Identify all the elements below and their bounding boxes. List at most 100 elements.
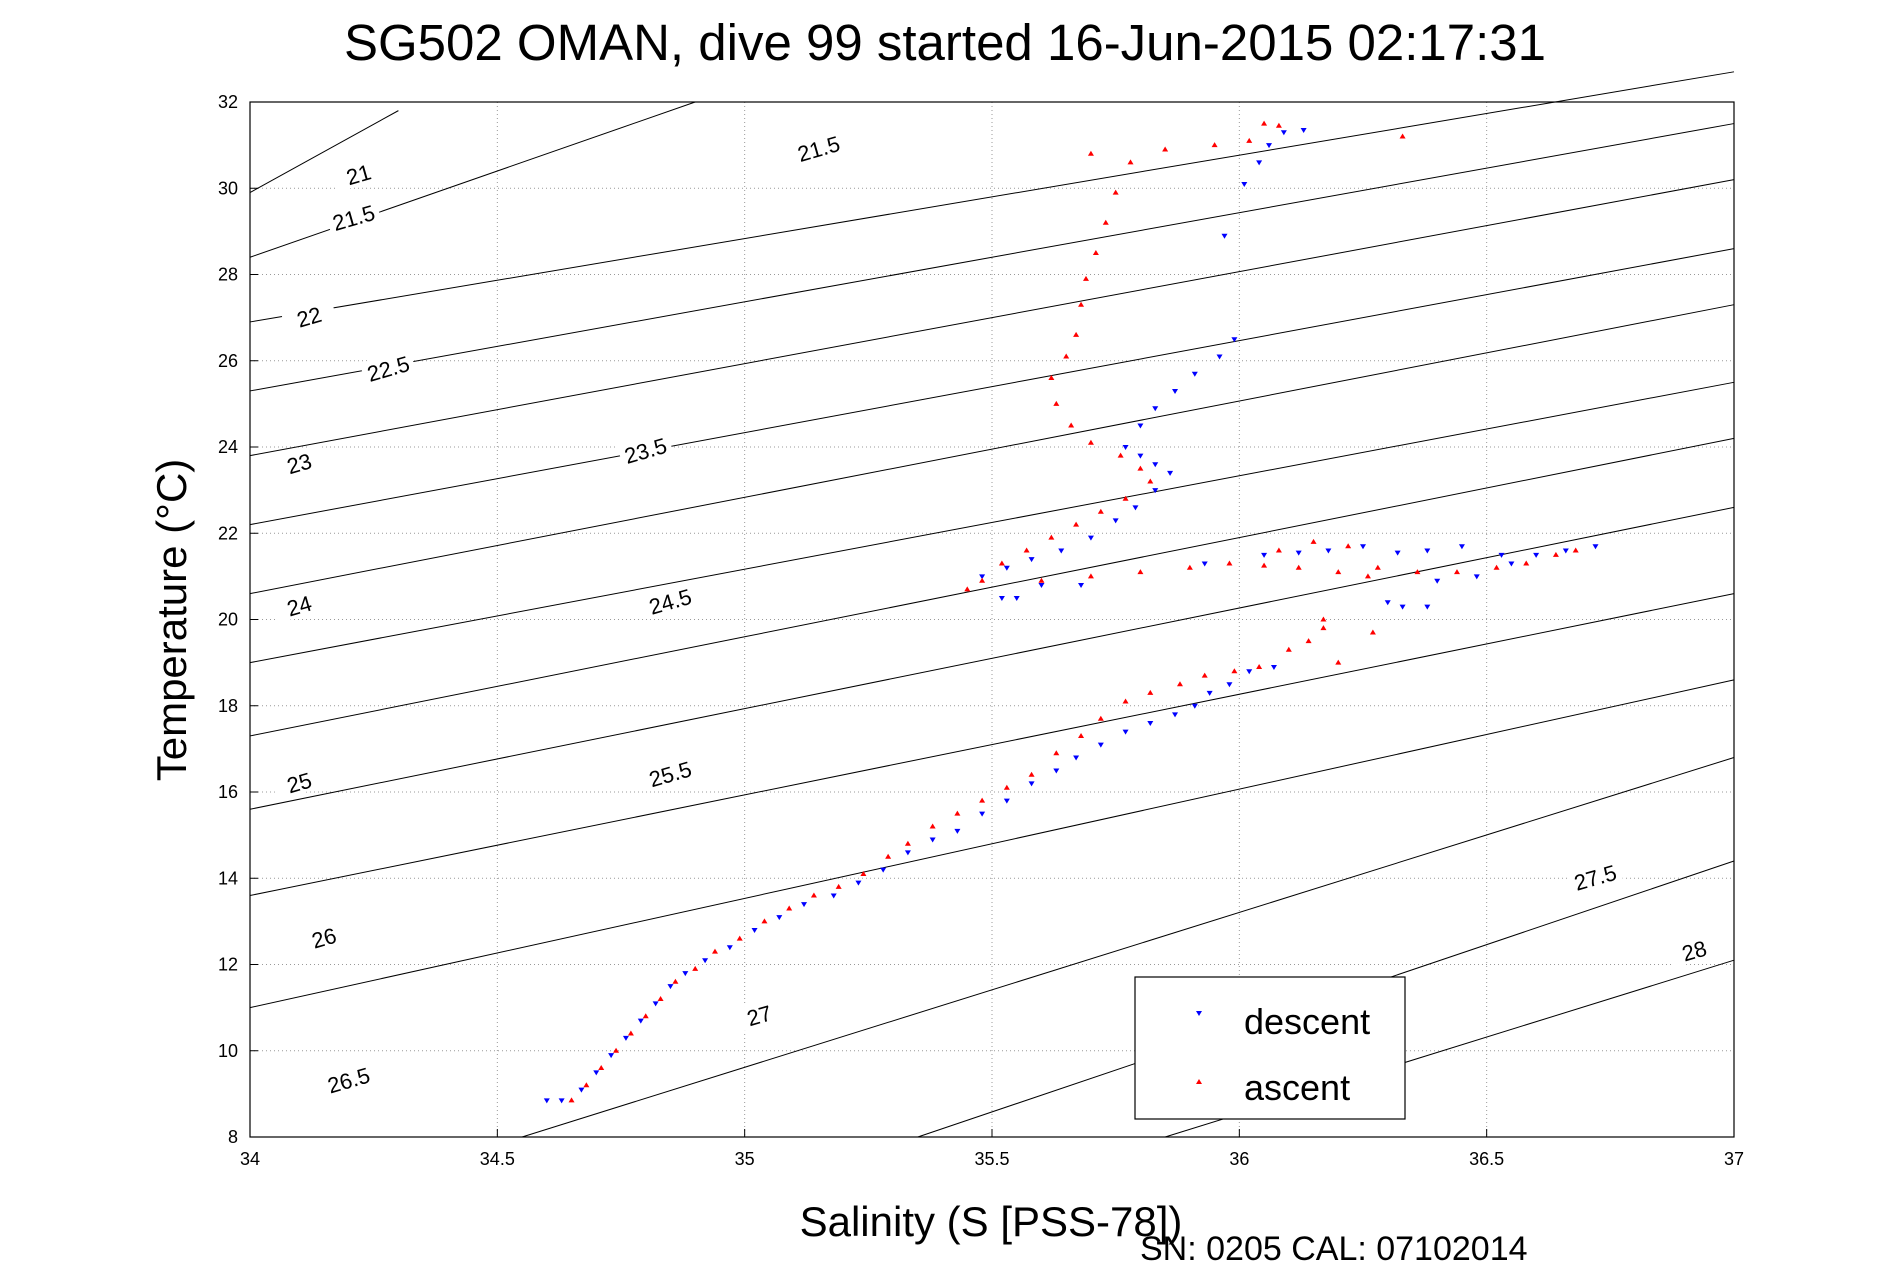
ascent-point xyxy=(1231,668,1238,674)
ascent-point xyxy=(1226,560,1233,566)
contour-label-background xyxy=(641,754,699,792)
legend: descent ascent xyxy=(1134,976,1406,1120)
ascent-point xyxy=(1063,353,1070,359)
x-tick-label: 34 xyxy=(240,1149,260,1169)
ascent-point xyxy=(672,978,679,984)
ascent-point xyxy=(1261,562,1268,568)
ascent-series xyxy=(568,120,1579,1103)
ascent-point xyxy=(1369,629,1376,635)
contour-label-background xyxy=(270,443,328,482)
density-contour-label: 23.5 xyxy=(622,433,670,469)
descent-point xyxy=(1473,574,1480,580)
ascent-point xyxy=(1201,672,1208,678)
ascent-point xyxy=(583,1082,590,1088)
ascent-point xyxy=(1073,521,1080,527)
ascent-point xyxy=(860,870,867,876)
y-tick-label: 20 xyxy=(218,610,238,630)
ascent-point xyxy=(1023,547,1030,553)
ascent-point xyxy=(1552,551,1559,557)
descent-point xyxy=(593,1070,600,1076)
ascent-point xyxy=(1038,577,1045,583)
y-tick-label: 16 xyxy=(218,782,238,802)
ascent-point xyxy=(979,797,986,803)
descent-point xyxy=(1087,535,1094,541)
ascent-point xyxy=(786,905,793,911)
y-axis-label: Temperature (°C) xyxy=(148,459,195,782)
descent-point xyxy=(1152,462,1159,468)
y-tick-label: 18 xyxy=(218,696,238,716)
descent-point xyxy=(929,837,936,843)
descent-point xyxy=(1562,548,1569,554)
descent-point xyxy=(1424,604,1431,610)
descent-point xyxy=(801,902,808,908)
descent-point xyxy=(1147,721,1154,726)
descent-point xyxy=(1295,550,1302,556)
ascent-point xyxy=(1162,146,1169,152)
descent-series xyxy=(543,128,1599,1104)
descent-point xyxy=(1592,544,1599,550)
density-contour-line xyxy=(249,304,1735,595)
density-contour-label: 21.5 xyxy=(795,131,843,167)
contour-label-background xyxy=(280,297,338,335)
ascent-point xyxy=(568,1097,575,1103)
descent-point xyxy=(1221,233,1228,239)
ascent-point xyxy=(1087,439,1094,445)
ascent-point xyxy=(1374,564,1381,570)
descent-point xyxy=(558,1098,565,1104)
x-tick-label: 35 xyxy=(735,1149,755,1169)
y-axis-ticks: 8 10 12 14 16 18 20 22 24 26 28 30 32 xyxy=(218,92,258,1147)
descent-point xyxy=(1394,550,1401,556)
contour-label-background xyxy=(270,762,328,801)
density-contour-line xyxy=(249,71,1735,323)
ascent-point xyxy=(1275,547,1282,553)
grid-lines xyxy=(250,102,1734,1137)
ascent-point xyxy=(1211,142,1218,148)
ascent-point xyxy=(954,810,961,816)
y-tick-label: 24 xyxy=(218,437,238,457)
descent-point xyxy=(1241,181,1248,187)
contour-label-background xyxy=(641,581,699,620)
ascent-point xyxy=(1364,573,1371,579)
legend-descent-marker xyxy=(1196,1011,1202,1016)
ascent-point xyxy=(1137,569,1144,575)
descent-point xyxy=(1137,423,1144,429)
x-axis-label: Salinity (S [PSS-78]) xyxy=(800,1198,1183,1245)
descent-point xyxy=(1533,552,1540,558)
descent-point xyxy=(904,850,911,856)
ascent-point xyxy=(711,948,718,954)
ascent-point xyxy=(1399,133,1406,139)
descent-point xyxy=(1261,552,1268,558)
density-contour-label: 21.5 xyxy=(330,200,378,236)
ascent-point xyxy=(1186,564,1193,570)
descent-point xyxy=(1424,548,1431,554)
descent-point xyxy=(1003,798,1010,804)
descent-point xyxy=(1167,470,1174,476)
ascent-point xyxy=(1335,569,1342,575)
y-tick-label: 32 xyxy=(218,92,238,112)
chart-title: SG502 OMAN, dive 99 started 16-Jun-2015 … xyxy=(344,14,1546,71)
descent-point xyxy=(1122,729,1129,735)
descent-point xyxy=(1191,703,1198,709)
ascent-point xyxy=(1345,543,1352,549)
density-contour-line xyxy=(249,506,1735,810)
ascent-point xyxy=(692,965,699,971)
density-contour-label: 25.5 xyxy=(646,756,694,792)
descent-point xyxy=(1266,143,1273,149)
descent-point xyxy=(751,928,758,933)
descent-point xyxy=(1206,690,1213,696)
descent-point xyxy=(1058,548,1065,554)
ascent-point xyxy=(627,1030,634,1036)
contour-label-background xyxy=(616,430,674,469)
descent-point xyxy=(1300,128,1307,134)
descent-point xyxy=(1137,453,1144,459)
y-tick-label: 26 xyxy=(218,351,238,371)
descent-point xyxy=(1013,595,1020,601)
descent-point xyxy=(726,945,733,951)
ascent-point xyxy=(613,1047,620,1053)
descent-point xyxy=(1384,600,1391,606)
x-tick-label: 34.5 xyxy=(480,1149,515,1169)
descent-point xyxy=(1053,768,1060,774)
y-tick-label: 8 xyxy=(228,1127,238,1147)
y-tick-label: 22 xyxy=(218,523,238,543)
